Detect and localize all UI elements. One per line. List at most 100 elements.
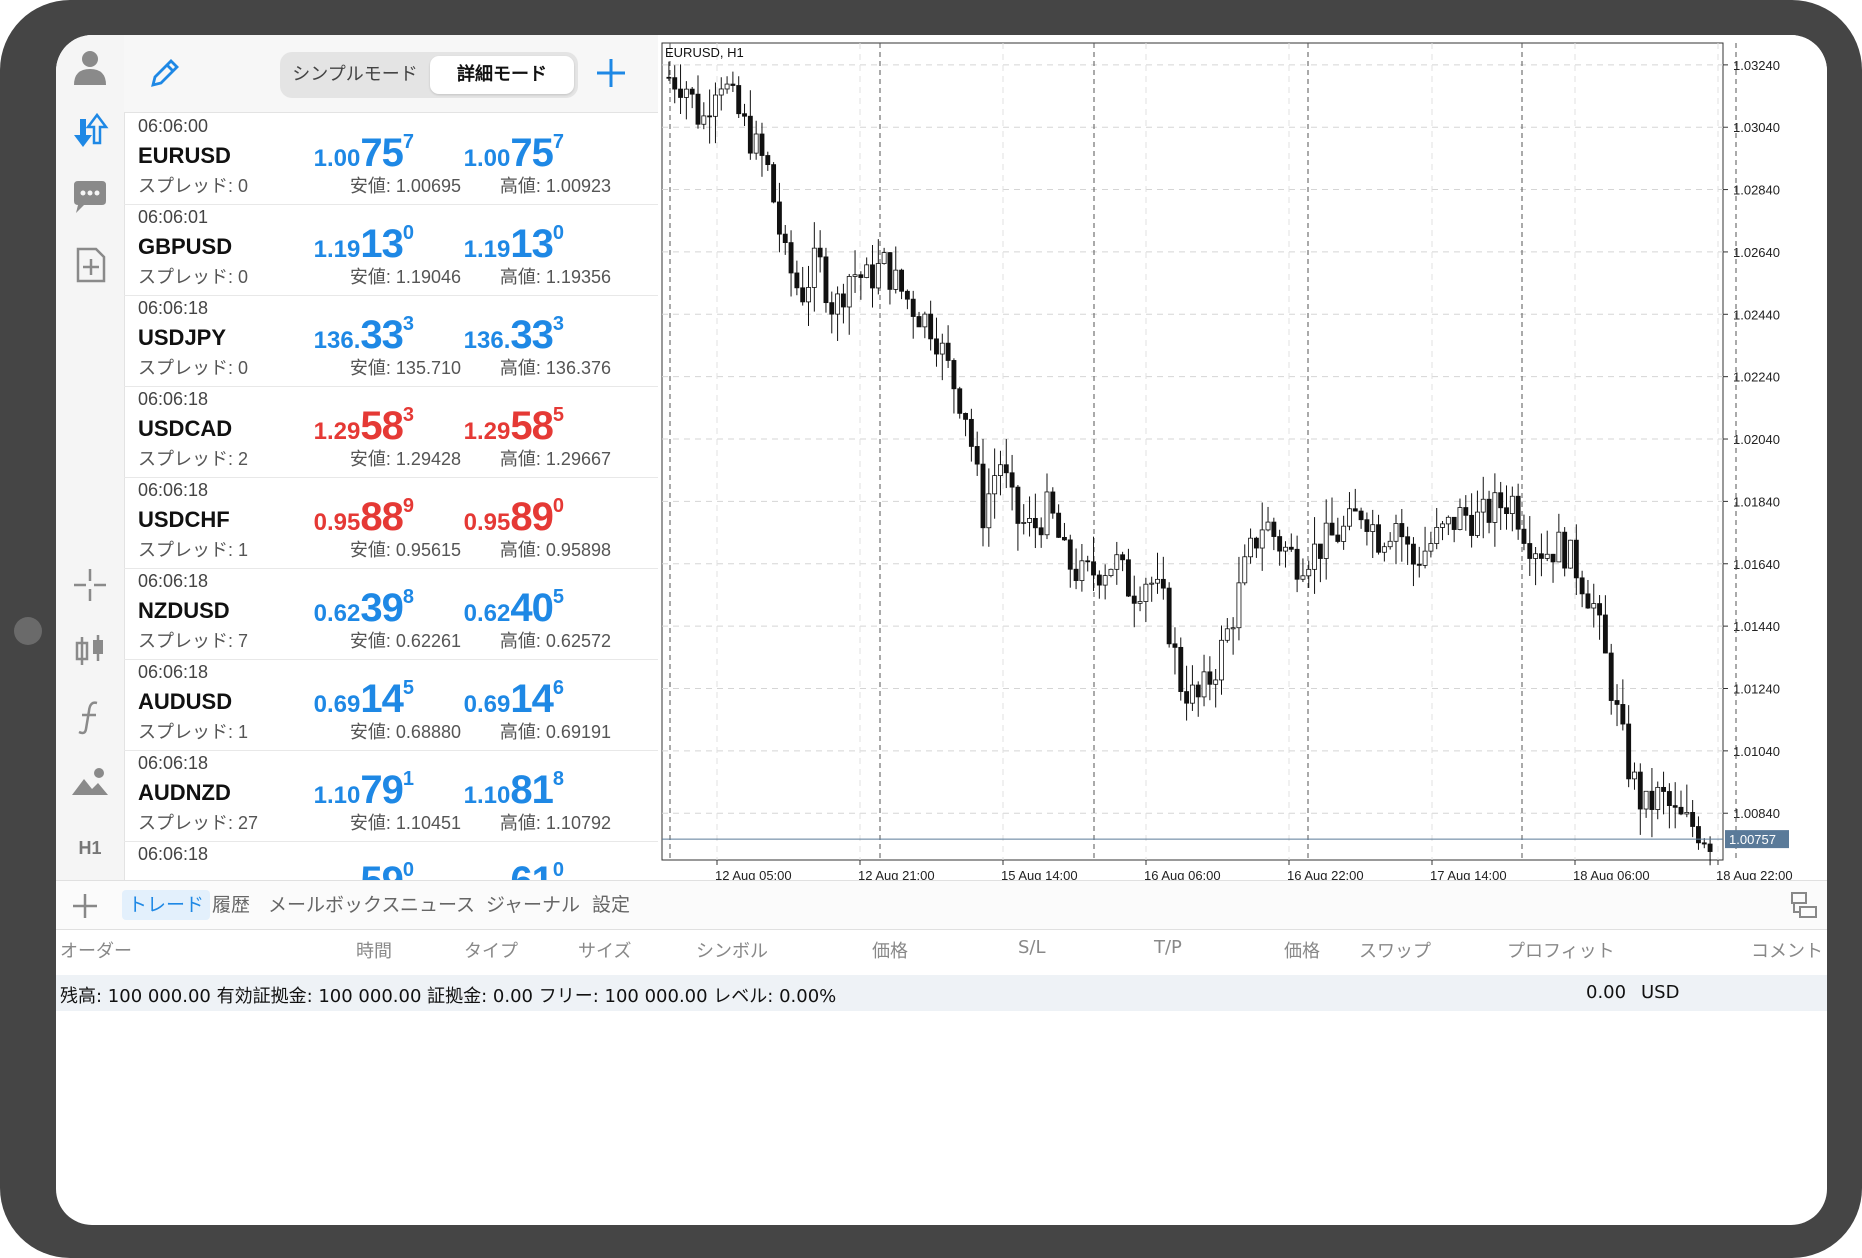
y-tick-label: 1.02840: [1733, 183, 1780, 198]
candle-body: [1579, 577, 1585, 595]
objects-icon[interactable]: [70, 763, 110, 803]
quotes-list: 06:06:00 EURUSD スプレッド: 0 1.00757 1.00757 安値: …: [124, 113, 658, 880]
quote-low: 安値: 1.29428: [349, 449, 461, 469]
ask-price-sup: 0: [552, 859, 564, 880]
quote-row[interactable]: 06:06:18 AUDNZD スプレッド: 27 1.10791 1.10818 安値:…: [124, 750, 658, 842]
candle-body: [753, 133, 759, 154]
candle-body: [1108, 568, 1114, 577]
bid-price[interactable]: 1.19130: [264, 222, 414, 267]
ask-price[interactable]: 0.95890: [414, 495, 564, 540]
candle-body: [1009, 472, 1015, 488]
candle-body: [1527, 543, 1533, 559]
edit-icon[interactable]: [147, 55, 183, 91]
quote-symbol: AUDUSD: [138, 689, 233, 714]
ask-price-big: 14: [510, 677, 553, 721]
quote-symbol: AUDNZD: [138, 780, 231, 805]
ask-price[interactable]: 0.62405: [414, 586, 564, 631]
candle-body: [1201, 671, 1207, 698]
chart-type-icon[interactable]: [70, 631, 110, 671]
ask-price[interactable]: 1.00757: [414, 131, 564, 176]
ask-price-small: 0.95: [463, 509, 511, 536]
candle-body: [864, 264, 870, 278]
y-tick-label: 1.01040: [1733, 744, 1780, 759]
bid-price[interactable]: 590: [264, 859, 414, 880]
ask-price-small: 1.10: [463, 782, 511, 809]
crosshair-icon[interactable]: [70, 565, 110, 605]
bid-price-sup: 8: [402, 586, 414, 608]
candle-body: [1678, 806, 1684, 815]
candle-body: [1085, 560, 1091, 563]
column-header: オーダー: [60, 941, 132, 962]
ask-price-sup: 3: [552, 313, 564, 335]
indicators-icon[interactable]: [70, 697, 110, 737]
candlestick-chart[interactable]: 1.03240 1.03040 1.02840 1.02640 1.02440 1.022…: [659, 35, 1827, 880]
candle-body: [1155, 578, 1160, 584]
detailed-mode-button[interactable]: 詳細モード: [430, 56, 574, 94]
candle-body: [916, 316, 922, 328]
quote-time: 06:06:18: [138, 662, 209, 682]
quote-row[interactable]: 06:06:18590610: [124, 841, 658, 880]
toolbox-tab[interactable]: メールボックス: [268, 894, 401, 916]
ask-price[interactable]: 0.69146: [414, 677, 564, 722]
quotes-arrows-icon[interactable]: [70, 111, 110, 151]
quote-row[interactable]: 06:06:18 AUDUSD スプレッド: 1 0.69145 0.69146 安値: …: [124, 659, 658, 751]
x-tick-label: 15 Aug 14:00: [1001, 868, 1078, 880]
quote-row[interactable]: 06:06:18 USDCAD スプレッド: 2 1.29583 1.29585 安値: …: [124, 386, 658, 478]
candle-body: [666, 76, 672, 79]
bid-price[interactable]: 136.333: [264, 313, 414, 358]
quote-spread: スプレッド: 1: [138, 540, 249, 560]
bid-price-big: 58: [360, 404, 403, 448]
ask-price[interactable]: 136.333: [414, 313, 564, 358]
candle-body: [1271, 521, 1277, 537]
ask-price[interactable]: 1.29585: [414, 404, 564, 449]
quote-row[interactable]: 06:06:18 NZDUSD スプレッド: 7 0.62398 0.62405 安値: …: [124, 568, 658, 660]
quote-row[interactable]: 06:06:18 USDJPY スプレッド: 0 136.333 136.333 安値: …: [124, 295, 658, 387]
toolbox-tab[interactable]: ジャーナル: [486, 894, 581, 916]
ask-price[interactable]: 610: [414, 859, 564, 880]
candle-body: [1480, 498, 1486, 513]
ask-price[interactable]: 1.19130: [414, 222, 564, 267]
column-header: シンボル: [696, 941, 768, 962]
quote-row[interactable]: 06:06:00 EURUSD スプレッド: 0 1.00757 1.00757 安値: …: [124, 113, 658, 205]
toolbox-layout-icon[interactable]: [1788, 889, 1820, 921]
add-tab-icon[interactable]: [70, 891, 100, 921]
add-symbol-icon[interactable]: [594, 56, 628, 90]
quote-time: 06:06:01: [138, 207, 209, 227]
toolbox-tab[interactable]: 履歴: [212, 894, 251, 916]
timeframe-button[interactable]: H1: [78, 838, 102, 858]
candle-body: [1306, 568, 1312, 577]
bid-price[interactable]: 0.62398: [264, 586, 414, 631]
account-icon[interactable]: [70, 47, 110, 87]
candle-body: [1602, 614, 1608, 654]
bid-price-sup: 5: [402, 677, 414, 699]
y-tick-label: 1.02640: [1733, 245, 1780, 260]
candle-body: [1079, 560, 1085, 581]
candle-body: [1207, 671, 1213, 685]
toolbox-tab[interactable]: 設定: [592, 894, 631, 916]
toolbox-tab[interactable]: トレード: [122, 890, 211, 920]
toolbox-tab[interactable]: ニュース: [400, 894, 476, 916]
y-tick-label: 1.02240: [1733, 370, 1780, 385]
bid-price-sup: 3: [402, 404, 414, 426]
ask-price[interactable]: 1.10818: [414, 768, 564, 813]
bid-price[interactable]: 1.00757: [264, 131, 414, 176]
bid-price[interactable]: 0.95889: [264, 495, 414, 540]
chat-icon[interactable]: [70, 177, 110, 217]
chart-window[interactable]: 1.03240 1.03040 1.02840 1.02640 1.02440 1.022…: [659, 35, 1827, 880]
quote-row[interactable]: 06:06:18 USDCHF スプレッド: 1 0.95889 0.95890 安値: …: [124, 477, 658, 569]
candle-body: [1573, 539, 1579, 579]
column-header: サイズ: [578, 941, 632, 962]
ask-price-small: 0.69: [463, 691, 511, 718]
candle-body: [701, 115, 707, 125]
bid-price-big: 75: [360, 131, 403, 175]
bid-price[interactable]: 0.69145: [264, 677, 414, 722]
simple-mode-button[interactable]: シンプルモード: [292, 64, 418, 85]
ask-price-big: 75: [510, 131, 553, 175]
candle-body: [1591, 603, 1597, 609]
new-order-icon[interactable]: [70, 245, 110, 285]
bid-price[interactable]: 1.29583: [264, 404, 414, 449]
quote-row[interactable]: 06:06:01 GBPUSD スプレッド: 0 1.19130 1.19130 安値: …: [124, 204, 658, 296]
candle-body: [1544, 553, 1550, 559]
bid-price[interactable]: 1.10791: [264, 768, 414, 813]
